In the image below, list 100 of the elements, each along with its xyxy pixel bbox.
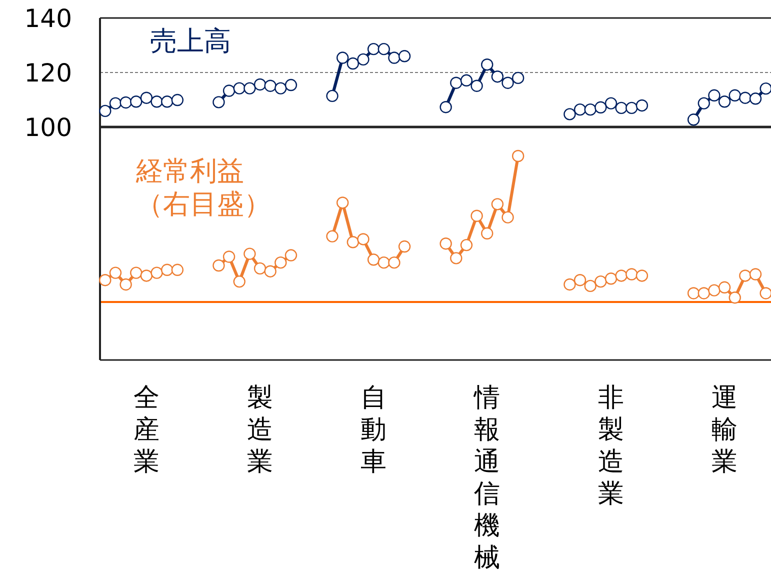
- point: [512, 150, 524, 162]
- point: [574, 274, 586, 286]
- point: [140, 92, 153, 104]
- point: [450, 76, 462, 89]
- point: [760, 82, 771, 95]
- point: [161, 96, 174, 108]
- point: [130, 266, 142, 279]
- point: [346, 57, 360, 70]
- point: [398, 240, 411, 253]
- point: [584, 280, 596, 292]
- point: [357, 233, 370, 246]
- point: [357, 53, 370, 66]
- point: [398, 50, 411, 62]
- point: [749, 92, 762, 105]
- point: [264, 265, 276, 278]
- point: [378, 42, 390, 56]
- point: [739, 92, 752, 104]
- point: [284, 249, 298, 262]
- point: [150, 266, 163, 279]
- point: [326, 90, 338, 102]
- point: [698, 287, 710, 300]
- point: [109, 266, 122, 279]
- point: [254, 262, 266, 275]
- point: [739, 270, 752, 282]
- point: [604, 272, 618, 285]
- point: [254, 78, 266, 91]
- point: [698, 97, 710, 110]
- series-label: 売上高: [150, 26, 231, 57]
- point: [120, 278, 132, 291]
- point: [212, 96, 225, 108]
- x-tick-label: 運輸業: [712, 383, 738, 477]
- point: [244, 82, 256, 94]
- point: [388, 52, 400, 64]
- point: [222, 84, 236, 97]
- x-tick-label: 製造業: [247, 383, 274, 477]
- point: [99, 104, 112, 118]
- point: [708, 284, 720, 296]
- point: [728, 89, 741, 102]
- point: [708, 89, 720, 102]
- point: [491, 70, 504, 83]
- point: [564, 108, 576, 120]
- point: [244, 248, 256, 260]
- point: [274, 82, 287, 94]
- series-label: 経常利益（右目盛）: [135, 156, 271, 220]
- point: [460, 74, 473, 87]
- x-tick-label: 全産業: [133, 383, 160, 477]
- point: [336, 52, 349, 64]
- point: [728, 292, 741, 304]
- point: [346, 236, 360, 248]
- point: [367, 254, 380, 266]
- point: [367, 42, 380, 56]
- point: [687, 114, 700, 126]
- point: [491, 198, 504, 210]
- x-tick-label: 自動車: [360, 383, 387, 477]
- point: [687, 287, 700, 300]
- point: [718, 96, 731, 108]
- point: [626, 268, 638, 280]
- point: [130, 96, 142, 108]
- point: [470, 80, 483, 92]
- point: [594, 101, 607, 114]
- x-tick-label: 非製造業: [598, 383, 624, 509]
- point: [594, 275, 607, 288]
- point: [450, 252, 462, 264]
- point: [460, 238, 473, 252]
- point: [512, 72, 524, 84]
- point: [626, 102, 638, 114]
- point: [615, 102, 628, 114]
- point: [284, 78, 298, 92]
- point: [99, 274, 112, 286]
- point: [161, 264, 174, 276]
- point: [574, 103, 586, 116]
- point: [336, 196, 349, 209]
- point: [481, 58, 494, 71]
- y-tick-label: 140: [24, 4, 72, 33]
- point: [388, 256, 400, 269]
- point: [378, 256, 390, 269]
- point: [171, 94, 184, 106]
- point: [615, 270, 628, 282]
- point: [274, 256, 287, 269]
- point: [760, 287, 771, 300]
- point: [212, 259, 225, 272]
- point: [584, 103, 596, 116]
- point: [564, 278, 576, 291]
- point: [470, 210, 483, 222]
- point: [749, 268, 762, 280]
- point: [233, 275, 246, 288]
- point: [222, 250, 236, 263]
- point: [718, 281, 731, 294]
- point: [636, 270, 648, 282]
- point: [502, 211, 514, 224]
- point: [636, 99, 648, 112]
- point: [604, 97, 618, 110]
- point: [171, 264, 184, 276]
- point: [502, 76, 514, 89]
- point: [264, 80, 276, 92]
- point: [109, 97, 122, 110]
- point: [326, 230, 338, 242]
- point: [150, 96, 163, 108]
- y-tick-label: 120: [24, 58, 72, 88]
- point: [120, 96, 132, 109]
